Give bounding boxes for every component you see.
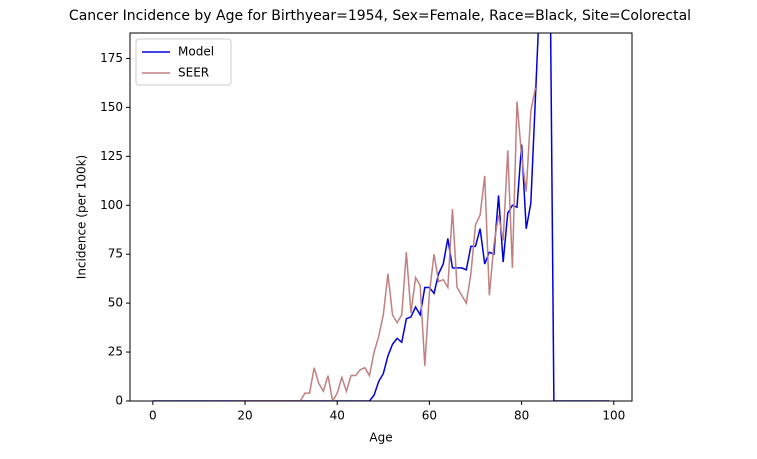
legend-label: SEER	[178, 66, 209, 80]
y-tick-label: 125	[100, 149, 123, 163]
chart-title: Cancer Incidence by Age for Birthyear=19…	[69, 8, 691, 24]
y-axis-label: Incidence (per 100k)	[75, 155, 89, 279]
y-tick-label: 175	[100, 51, 123, 65]
y-tick-label: 75	[108, 247, 123, 261]
x-tick-label: 0	[149, 409, 157, 423]
legend-label: Model	[178, 45, 214, 59]
x-tick-label: 80	[514, 409, 529, 423]
y-tick-label: 100	[100, 198, 123, 212]
plot-area	[152, 33, 610, 401]
x-tick-label: 60	[422, 409, 437, 423]
y-tick-label: 150	[100, 100, 123, 114]
line-series	[235, 87, 537, 401]
x-tick-label: 40	[330, 409, 345, 423]
y-tick-label: 0	[115, 394, 123, 408]
y-tick-label: 50	[108, 296, 123, 310]
plot-frame	[129, 32, 633, 402]
line-series	[152, 33, 610, 401]
x-tick-label: 20	[237, 409, 252, 423]
y-tick-label: 25	[108, 345, 123, 359]
x-axis-label: Age	[369, 431, 392, 445]
x-tick-label: 100	[602, 409, 625, 423]
